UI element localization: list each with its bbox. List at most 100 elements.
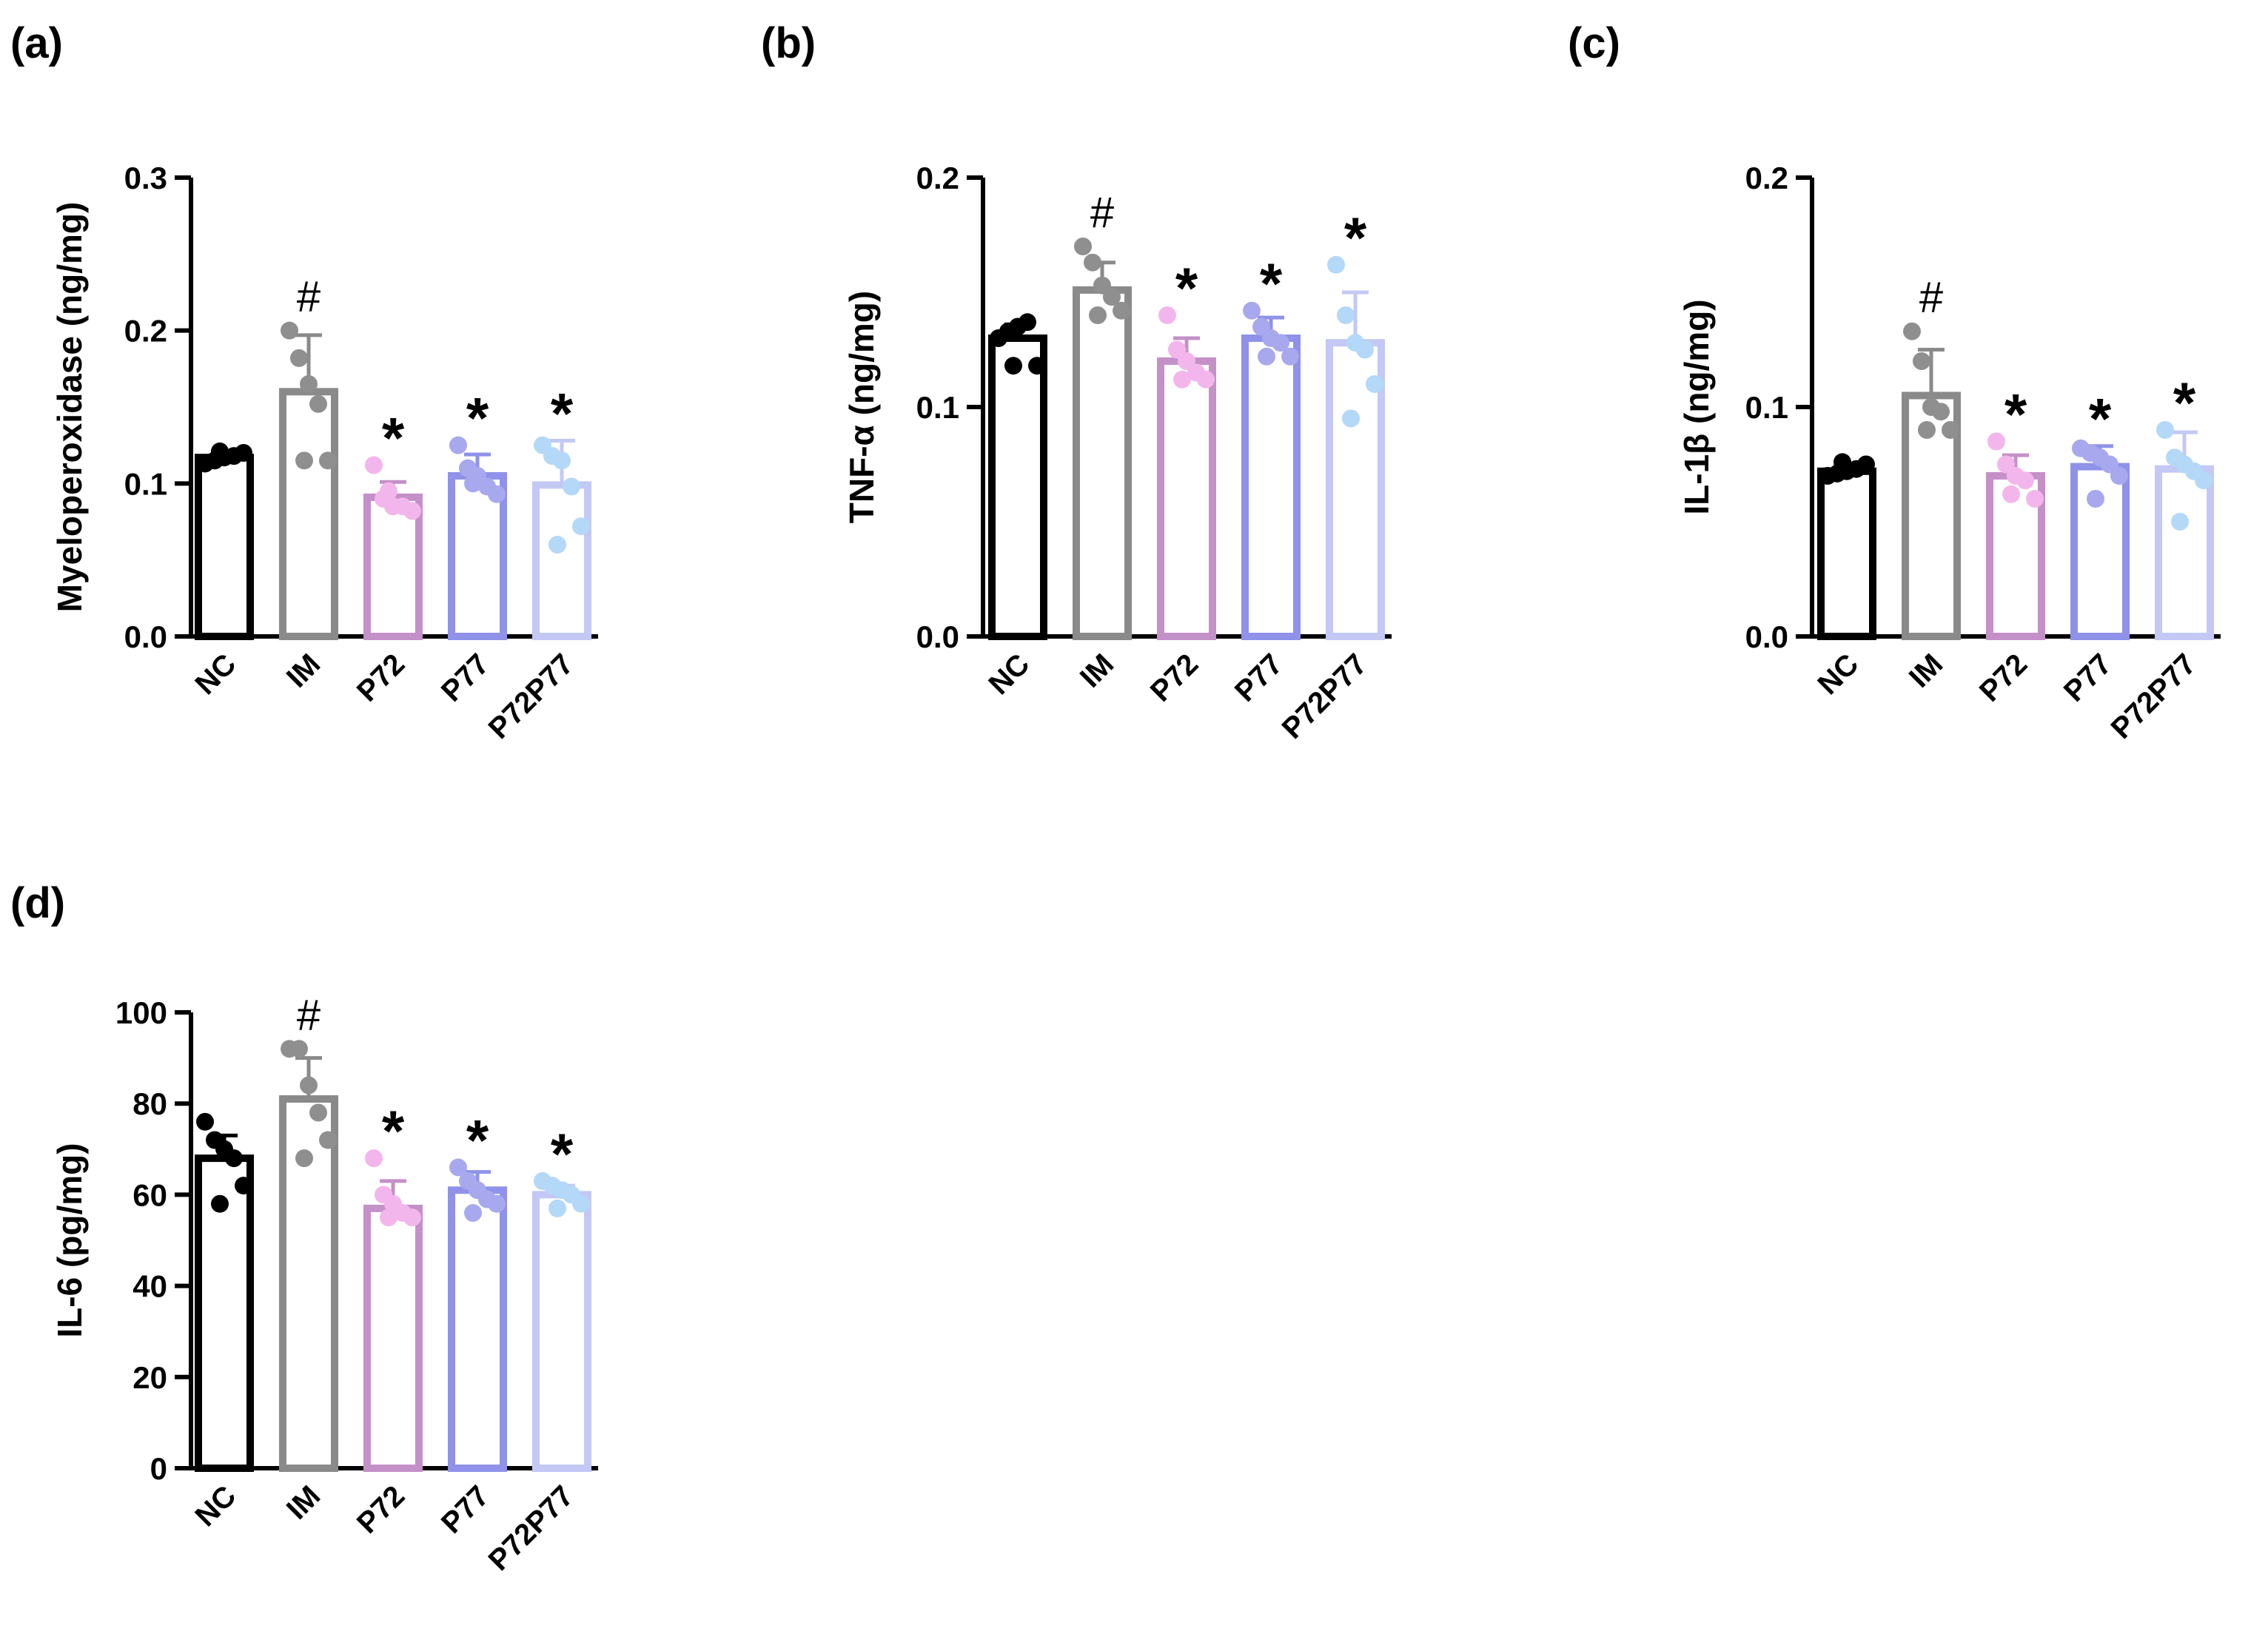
y-tick-label: 80 (132, 1086, 167, 1121)
chart-panel: (a) Myeloperoxidase (ng/mg) 0.0 0.1 0.2 0.3 NC… (10, 19, 598, 745)
data-point (1243, 301, 1261, 320)
data-point (319, 1131, 337, 1149)
panel-label: (d) (10, 879, 65, 927)
bar-nc (195, 454, 254, 641)
y-tick-label: 60 (132, 1177, 167, 1212)
y-axis-label: TNF-α (ng/mg) (842, 291, 881, 523)
data-point (1028, 357, 1046, 375)
data-point (488, 485, 506, 503)
significance-marker: # (1090, 189, 1114, 237)
data-point (548, 536, 566, 554)
y-tick-label: 0.2 (916, 161, 959, 195)
x-tick-label: NC (1811, 648, 1865, 701)
significance-marker: * (466, 1107, 489, 1172)
data-point (1084, 253, 1101, 272)
y-tick-label: 0.1 (916, 390, 959, 425)
x-tick-label: NC (982, 648, 1036, 701)
significance-marker: * (551, 380, 574, 446)
x-tick-label: NC (189, 648, 242, 701)
x-tick-label: P72 (351, 648, 411, 707)
data-point (2110, 467, 2128, 485)
data-point (1074, 238, 1092, 255)
y-tick-label: 0 (150, 1451, 167, 1486)
y-tick-label: 0.0 (1745, 619, 1788, 654)
data-point (403, 1208, 421, 1227)
data-point (464, 1204, 482, 1223)
bar-im (279, 388, 338, 640)
data-point (1103, 288, 1121, 306)
significance-marker: # (1919, 274, 1943, 322)
bar-p72p77 (532, 481, 591, 641)
x-tick-label: P72 (351, 1479, 411, 1539)
bar-p72 (363, 1204, 423, 1472)
x-tick-label: P77 (2058, 648, 2118, 707)
x-tick-label: NC (189, 1479, 242, 1533)
data-point (290, 1040, 308, 1058)
data-point (1833, 453, 1851, 471)
data-point (235, 1177, 252, 1195)
y-tick-label: 20 (132, 1360, 167, 1395)
data-point (309, 394, 327, 413)
data-point (1366, 375, 1383, 393)
x-tick-label: P72 (1973, 648, 2033, 707)
data-point (319, 451, 337, 470)
significance-marker: * (2173, 370, 2196, 435)
data-point (1918, 421, 1936, 439)
panel-label: (b) (761, 19, 816, 67)
significance-marker: * (466, 386, 489, 451)
bar-p72p77 (532, 1191, 591, 1473)
data-point (1258, 347, 1275, 366)
chart-panel: (d) IL-6 (pg/mg) 0 20 40 60 80 100 NC # IM * P72 * P77… (10, 879, 598, 1577)
chart-panel: (c) IL-1β (ng/mg) 0.0 0.1 0.2 NC # IM * P72 * P77 * P… (1568, 19, 2221, 745)
significance-marker: * (2004, 382, 2027, 447)
data-point (211, 1194, 229, 1213)
y-axis-label: Myeloperoxidase (ng/mg) (50, 202, 89, 613)
significance-marker: # (297, 991, 321, 1039)
data-point (1327, 255, 1345, 274)
bar-p72 (1157, 357, 1216, 640)
y-tick-label: 0.1 (1745, 390, 1788, 425)
data-point (464, 474, 482, 493)
data-point (295, 1149, 313, 1168)
y-axis-label: IL-1β (ng/mg) (1677, 299, 1716, 514)
data-point (1158, 306, 1176, 324)
data-point (1281, 347, 1299, 366)
y-tick-label: 40 (132, 1269, 167, 1304)
significance-marker: * (1175, 255, 1198, 320)
data-point (403, 502, 421, 520)
data-point (1272, 334, 1289, 352)
significance-marker: # (297, 273, 321, 321)
bar-im (1073, 286, 1132, 640)
significance-marker: * (1344, 205, 1367, 270)
data-point (1342, 409, 1360, 428)
significance-marker: * (382, 406, 405, 471)
y-tick-label: 0.3 (124, 161, 167, 195)
bar-nc (988, 334, 1047, 640)
data-point (365, 1149, 383, 1168)
data-point (1019, 313, 1036, 332)
data-point (572, 517, 590, 536)
data-point (300, 375, 318, 393)
x-tick-label: P72P77 (2105, 648, 2203, 745)
x-tick-label: IM (281, 648, 327, 694)
data-point (1089, 306, 1107, 324)
data-point (380, 1208, 397, 1227)
data-point (309, 1103, 327, 1122)
data-point (1113, 301, 1130, 320)
significance-marker: * (382, 1098, 405, 1163)
data-point (572, 1194, 590, 1213)
y-tick-label: 100 (115, 995, 167, 1030)
x-tick-label: P77 (1229, 648, 1289, 707)
y-tick-label: 0.0 (124, 619, 167, 654)
bar-p77 (1241, 334, 1301, 640)
data-point (295, 451, 313, 470)
bar-p77 (448, 1186, 507, 1472)
x-tick-label: IM (281, 1479, 327, 1526)
data-point (1913, 352, 1930, 370)
data-point (1932, 403, 1950, 421)
data-point (290, 349, 308, 367)
x-tick-label: P72P77 (483, 648, 580, 745)
y-tick-label: 0.2 (124, 314, 167, 349)
y-tick-label: 0.1 (124, 466, 167, 501)
